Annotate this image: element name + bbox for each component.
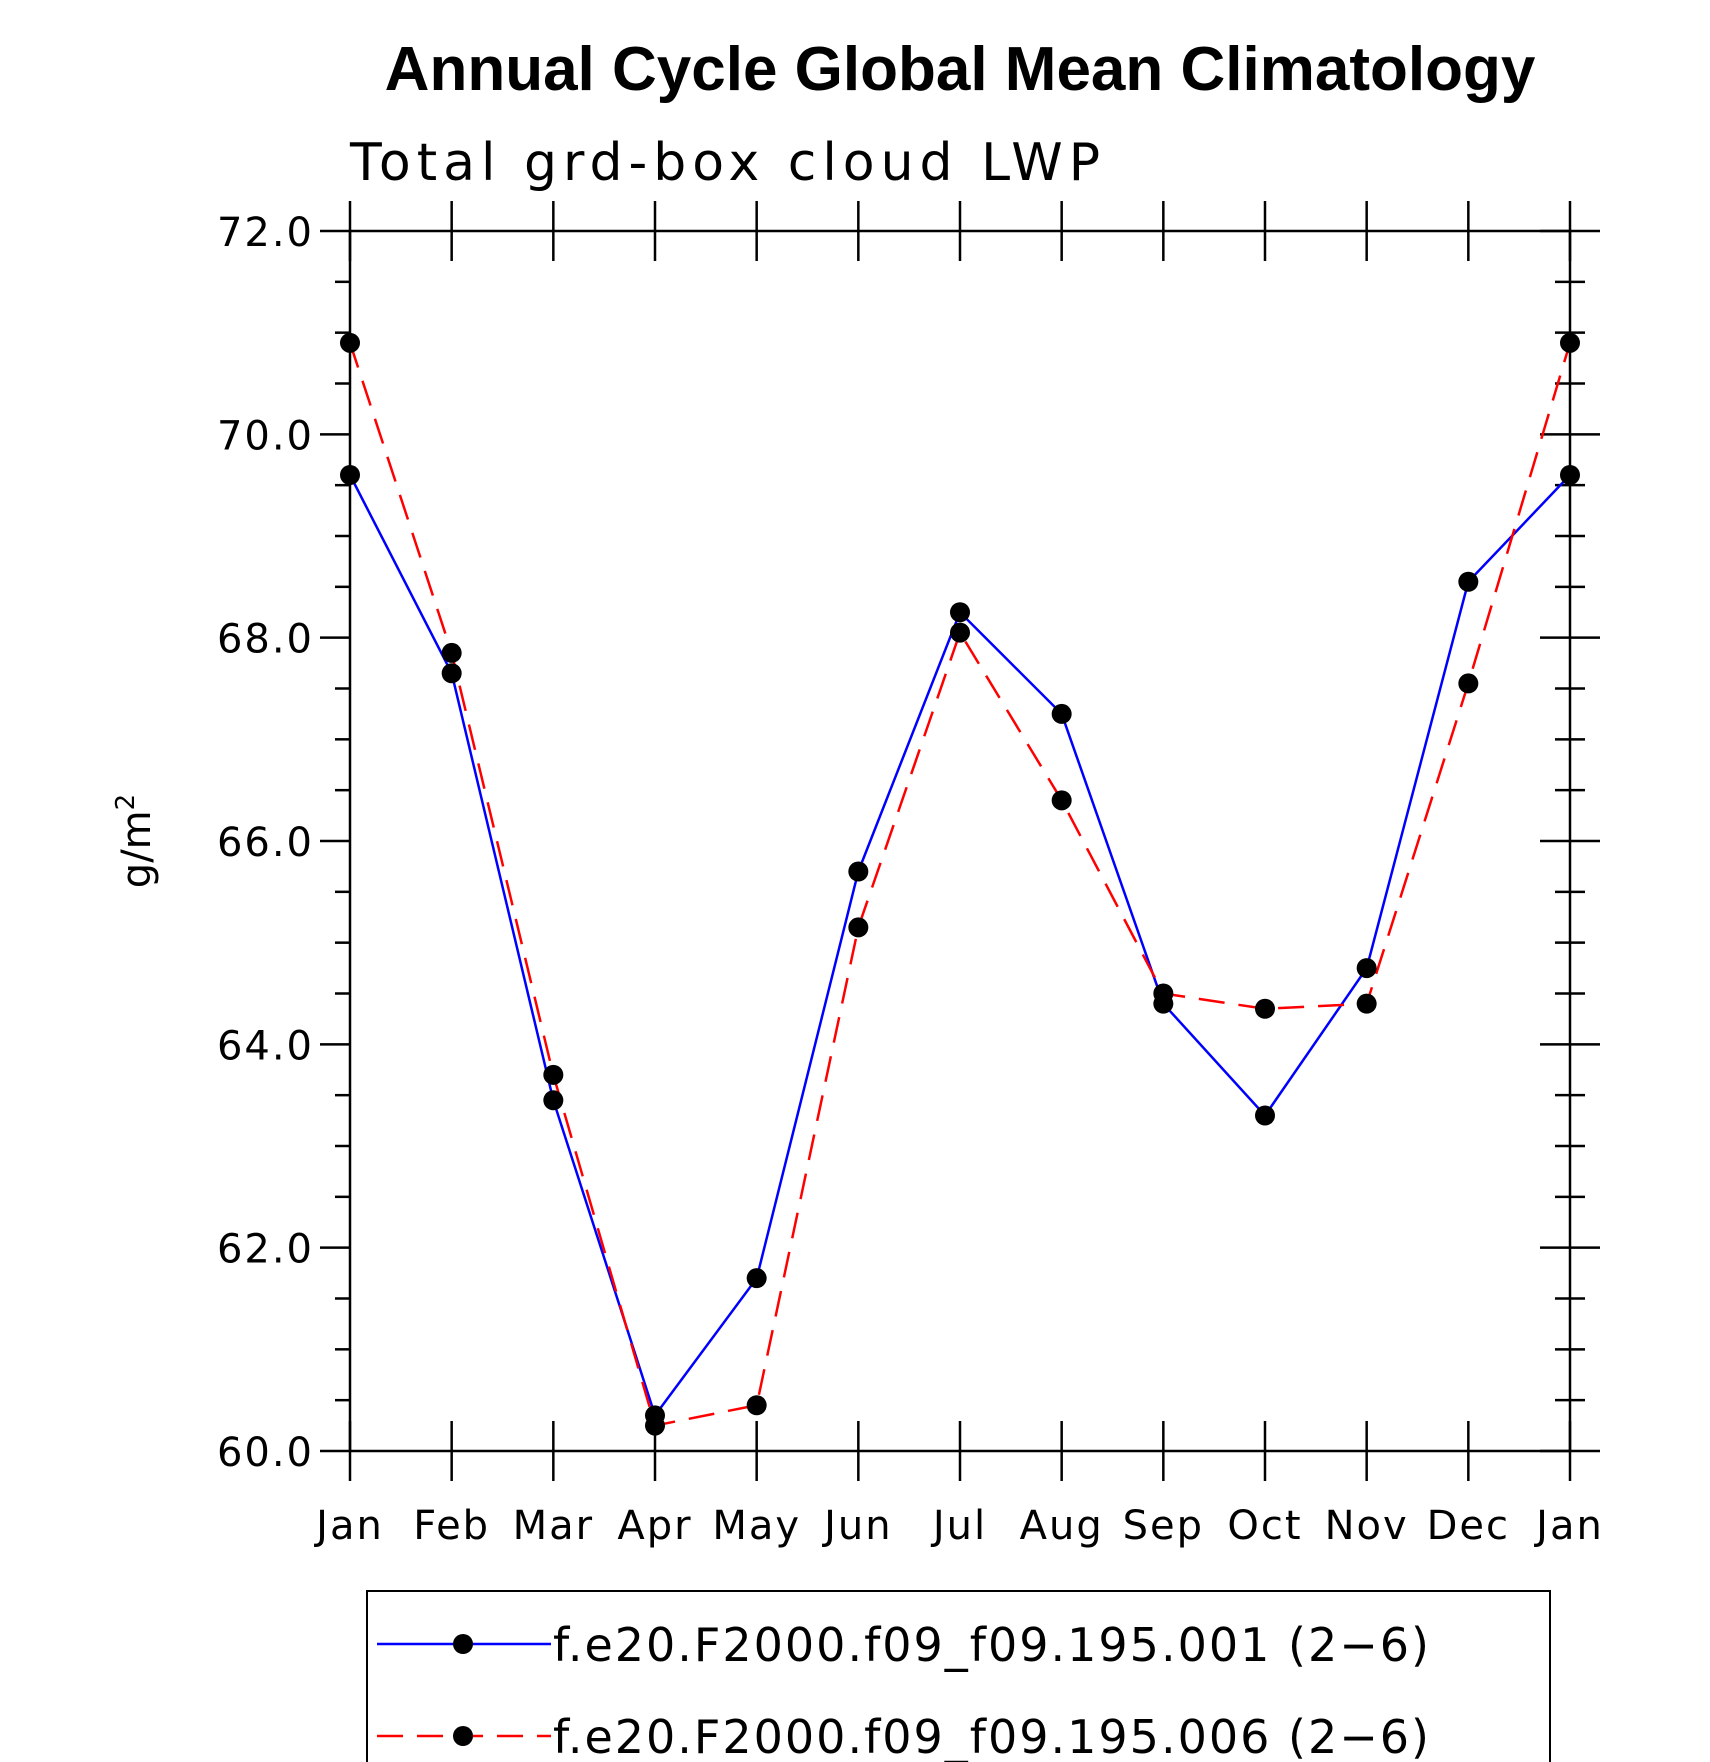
- legend-marker-1: [453, 1634, 473, 1654]
- series-lines: [348, 342, 1572, 1428]
- x-tick-label: Feb: [413, 1503, 490, 1549]
- series-2-point: [1153, 983, 1174, 1004]
- y-axis-label-text: g/m: [114, 810, 160, 888]
- y-tick-label: 66.0: [217, 820, 314, 866]
- legend-label-2: f.e20.F2000.f09_f09.195.006 (2−6): [553, 1710, 1431, 1762]
- legend-label-1: f.e20.F2000.f09_f09.195.001 (2−6): [553, 1618, 1431, 1672]
- series-1-point: [1255, 1105, 1275, 1126]
- legend-items: f.e20.F2000.f09_f09.195.001 (2−6) f.e20.F…: [377, 1618, 1431, 1762]
- y-tick-label: 60.0: [217, 1430, 314, 1476]
- y-axis-label-superscript: 2: [111, 794, 141, 811]
- series-1-point: [1356, 958, 1377, 979]
- series-2-point: [848, 917, 869, 938]
- series-2-point: [950, 622, 970, 643]
- x-tick-label: Dec: [1427, 1503, 1510, 1549]
- series-2-point: [441, 642, 462, 663]
- x-tick-label: Mar: [513, 1503, 594, 1549]
- y-tick-labels: 60.0 62.0 64.0 66.0 68.0 70.0 72.0: [217, 210, 314, 1476]
- series-2-point: [746, 1395, 767, 1416]
- legend-box: [366, 1590, 1551, 1762]
- legend-marker-2: [453, 1726, 473, 1746]
- plot-area: 60.0 62.0 64.0 66.0 68.0 70.0 72.0 Jan Feb Mar Ap…: [217, 201, 1604, 1549]
- y-tick-label: 70.0: [217, 413, 314, 459]
- series-2-point: [543, 1064, 564, 1085]
- chart-subtitle: Total grd-box cloud LWP: [349, 133, 1106, 193]
- y-tick-label: 72.0: [217, 210, 314, 256]
- series-2-point: [1255, 998, 1275, 1019]
- y-axis-label: g/m2: [111, 794, 160, 888]
- series-1-point: [1458, 571, 1479, 592]
- legend: f.e20.F2000.f09_f09.195.001 (2−6) f.e20.F…: [366, 1590, 1551, 1762]
- series-1-point: [1051, 703, 1072, 724]
- series-1-point: [848, 861, 869, 882]
- y-tick-label: 62.0: [217, 1227, 314, 1273]
- x-tick-label: Sep: [1123, 1503, 1204, 1549]
- series-1-point: [746, 1268, 767, 1289]
- x-tick-label: Jan: [1533, 1503, 1604, 1549]
- series-1-point: [950, 602, 970, 623]
- series-2-point: [1356, 993, 1377, 1014]
- x-tick-label: Jun: [821, 1503, 893, 1549]
- plot-frame: [348, 229, 1572, 1453]
- x-tick-label: Jan: [313, 1503, 384, 1549]
- y-tick-label: 64.0: [217, 1023, 314, 1069]
- x-tick-labels: Jan Feb Mar Apr May Jun Jul Aug Sep Oct Nov Dec Jan: [313, 1503, 1604, 1549]
- x-tick-label: Jul: [930, 1503, 987, 1549]
- series-points: [340, 332, 1580, 1436]
- series-1-point: [441, 663, 462, 684]
- series-2-point: [1560, 332, 1580, 353]
- series-2-point: [1051, 790, 1072, 811]
- series-2-point: [645, 1415, 665, 1436]
- series-2-point: [1458, 673, 1479, 694]
- x-tick-label: Oct: [1227, 1503, 1302, 1549]
- series-1-point: [1560, 465, 1580, 485]
- axis-ticks: [320, 201, 1600, 1481]
- series-line-2: [348, 342, 1572, 1428]
- x-tick-label: Aug: [1020, 1503, 1104, 1549]
- x-tick-label: Nov: [1325, 1503, 1409, 1549]
- y-tick-label: 68.0: [217, 617, 314, 663]
- series-1-point: [340, 465, 360, 485]
- x-tick-label: Apr: [617, 1503, 692, 1549]
- series-1-point: [543, 1090, 564, 1111]
- series-2-point: [340, 332, 360, 353]
- chart-title: Annual Cycle Global Mean Climatology: [385, 35, 1536, 104]
- x-tick-label: May: [712, 1503, 801, 1549]
